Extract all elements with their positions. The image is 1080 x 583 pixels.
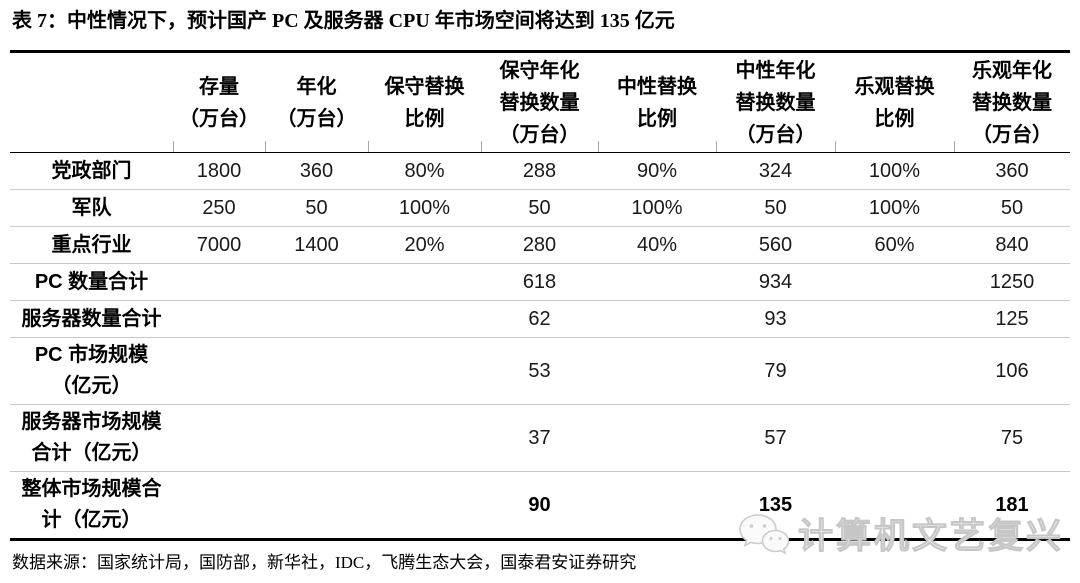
table-cell [835, 337, 954, 405]
column-header: 保守年化 替换数量 （万台） [480, 51, 598, 153]
table-title: 表 7：中性情况下，预计国产 PC 及服务器 CPU 年市场空间将达到 135 … [12, 10, 675, 32]
table-cell [368, 404, 481, 472]
table-cell [173, 472, 265, 540]
row-label: PC 市场规模 （亿元） [10, 337, 173, 405]
table-cell: 1400 [265, 226, 368, 264]
table-cell: 90 [528, 493, 551, 516]
table-cell [265, 300, 368, 338]
table-cell [173, 404, 265, 472]
table-cell [598, 263, 716, 301]
table-cell: 62 [481, 300, 598, 338]
row-label-column-header [10, 51, 173, 153]
column-header: 中性替换 比例 [597, 51, 716, 153]
column-header: 乐观年化 替换数量 （万台） [953, 51, 1070, 153]
table-body: 党政部门 1800 360 80% 288 90% 324 100% 360 军队 250 50 100… [10, 152, 1070, 540]
table-cell: 135 [758, 493, 793, 516]
table-cell [598, 337, 716, 405]
column-header: 保守替换 比例 [367, 51, 481, 153]
market-table: 存量 （万台） 年化 （万台） 保守替换 比例 保守年化 替换数量 （万台） 中性替换 … [10, 50, 1070, 541]
table-row: 重点行业 7000 1400 20% 280 40% 560 60% 840 [10, 226, 1070, 264]
table-cell: 324 [716, 152, 835, 190]
table-cell: 90% [598, 152, 716, 190]
table-cell: 618 [481, 263, 598, 301]
table-row: 服务器市场规模 合计（亿元） 37 57 75 [10, 404, 1070, 472]
table-cell [265, 404, 368, 472]
table-row: 党政部门 1800 360 80% 288 90% 324 100% 360 [10, 152, 1070, 190]
table-cell: 40% [598, 226, 716, 264]
table-cell [368, 472, 481, 540]
table-row: PC 数量合计 618 934 1250 [10, 263, 1070, 301]
row-label: 服务器市场规模 合计（亿元） [10, 404, 173, 472]
table-cell: 100% [835, 189, 954, 227]
table-header-row: 存量 （万台） 年化 （万台） 保守替换 比例 保守年化 替换数量 （万台） 中性替换 … [10, 51, 1070, 153]
table-row: 军队 250 50 100% 50 100% 50 100% 50 [10, 189, 1070, 227]
row-label: 重点行业 [10, 226, 173, 264]
table-cell [368, 337, 481, 405]
table-cell: 80% [368, 152, 481, 190]
table-cell [835, 300, 954, 338]
table-cell: 50 [954, 189, 1070, 227]
table-cell [598, 472, 716, 540]
table-cell [173, 263, 265, 301]
table-cell [368, 263, 481, 301]
table-cell: 57 [716, 404, 835, 472]
table-row: PC 市场规模 （亿元） 53 79 106 [10, 337, 1070, 405]
table-cell: 934 [716, 263, 835, 301]
table-row: 服务器数量合计 62 93 125 [10, 300, 1070, 338]
table-cell [265, 337, 368, 405]
table-cell: 100% [368, 189, 481, 227]
table-cell: 1800 [173, 152, 265, 190]
table-cell [835, 263, 954, 301]
table-cell: 79 [716, 337, 835, 405]
column-header: 乐观替换 比例 [834, 51, 954, 153]
table-cell: 360 [265, 152, 368, 190]
row-label: 党政部门 [10, 152, 173, 190]
column-header: 年化 （万台） [264, 51, 368, 153]
table-row: 整体市场规模合 计（亿元） 90 135 181 [10, 472, 1070, 540]
table-cell: 280 [481, 226, 598, 264]
table-cell: 37 [481, 404, 598, 472]
table-cell [173, 300, 265, 338]
table-cell: 53 [481, 337, 598, 405]
row-label: PC 数量合计 [10, 263, 173, 301]
data-source-note: 数据来源：国家统计局，国防部，新华社，IDC，飞腾生态大会，国泰君安证券研究 [12, 553, 637, 572]
table-cell: 288 [481, 152, 598, 190]
table-cell: 50 [265, 189, 368, 227]
table-cell: 106 [954, 337, 1070, 405]
table-cell: 560 [716, 226, 835, 264]
table-cell [598, 300, 716, 338]
table-cell: 60% [835, 226, 954, 264]
row-label: 服务器数量合计 [10, 300, 173, 338]
table-cell: 360 [954, 152, 1070, 190]
table-cell: 100% [835, 152, 954, 190]
table-cell [173, 337, 265, 405]
table-cell: 75 [954, 404, 1070, 472]
table-cell: 100% [598, 189, 716, 227]
row-label: 军队 [10, 189, 173, 227]
table-cell [265, 263, 368, 301]
table-cell: 7000 [173, 226, 265, 264]
table-cell: 181 [995, 493, 1029, 516]
table-cell [835, 404, 954, 472]
table-header: 存量 （万台） 年化 （万台） 保守替换 比例 保守年化 替换数量 （万台） 中性替换 … [10, 51, 1070, 153]
column-header: 中性年化 替换数量 （万台） [715, 51, 835, 153]
table-cell: 250 [173, 189, 265, 227]
table-cell [265, 472, 368, 540]
table-cell: 50 [716, 189, 835, 227]
row-label: 整体市场规模合 计（亿元） [21, 478, 162, 531]
table-cell [835, 472, 954, 540]
column-header: 存量 （万台） [172, 51, 265, 153]
table-cell: 50 [481, 189, 598, 227]
table-cell: 1250 [954, 263, 1070, 301]
table-cell: 20% [368, 226, 481, 264]
table-cell: 93 [716, 300, 835, 338]
table-cell: 840 [954, 226, 1070, 264]
table-cell [598, 404, 716, 472]
table-cell [368, 300, 481, 338]
table-cell: 125 [954, 300, 1070, 338]
